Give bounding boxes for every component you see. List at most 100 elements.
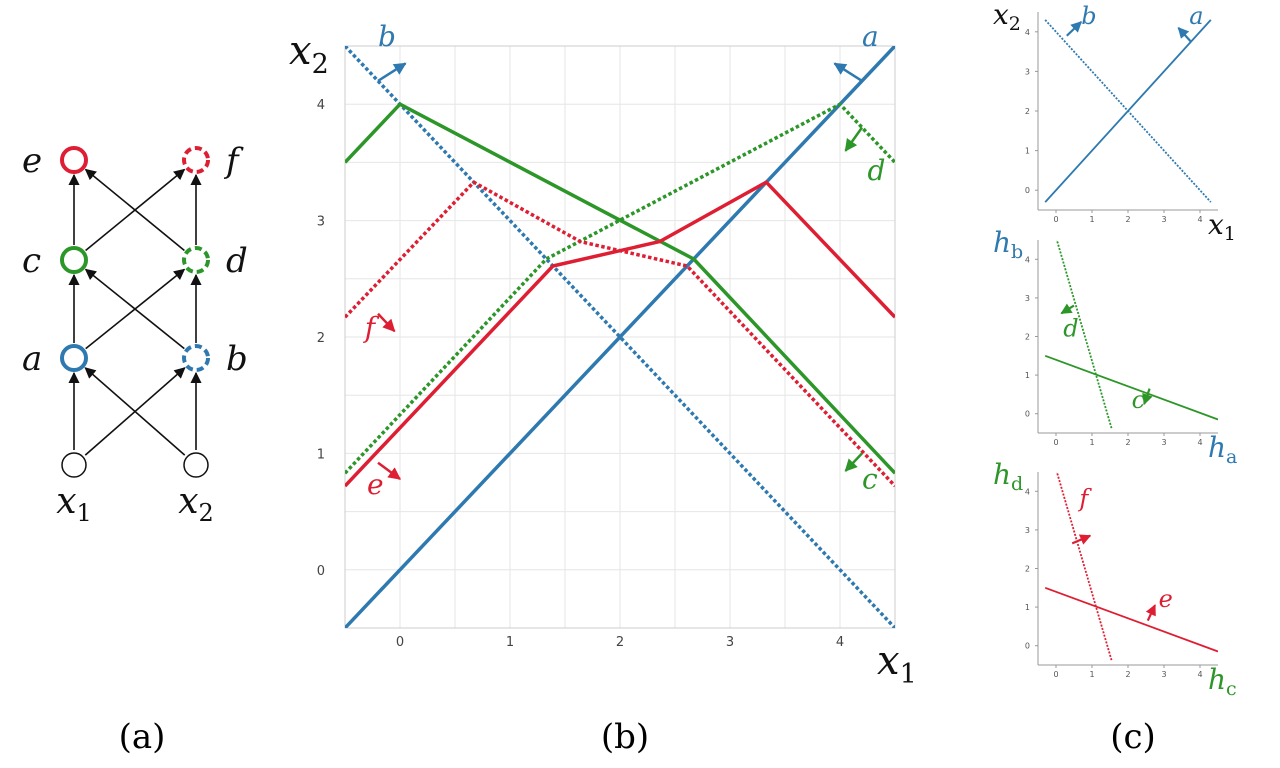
node-label-b: b: [226, 339, 248, 379]
x-axis-label: x1: [877, 638, 917, 690]
y-tick-label: 0: [1025, 186, 1030, 195]
line-d: [345, 102, 895, 475]
normal-arrow: [377, 461, 402, 481]
caption-b: (b): [601, 717, 649, 757]
node-label-a: a: [22, 339, 42, 379]
node-c: [60, 246, 88, 274]
line-d: [1055, 240, 1113, 430]
x-tick-label: 0: [1053, 670, 1058, 679]
x-tick-label: 4: [836, 635, 844, 650]
subplot-1: 0 1 2 3 4 0 1 2 3 4 x1 x2 b a: [993, 0, 1236, 245]
caption-c: (c): [1110, 717, 1156, 757]
x-tick-label: 3: [1161, 215, 1166, 224]
line-label-a: a: [1189, 2, 1203, 30]
line-label-d: d: [868, 154, 886, 187]
line-label-c: c: [1132, 386, 1145, 414]
node-label-c: c: [22, 241, 41, 281]
normal-arrow: [377, 312, 396, 333]
subplot-3: 0 1 2 3 4 0 1 2 3 4 hc hd f e: [993, 458, 1237, 700]
line-label-f: f: [1077, 485, 1092, 513]
normal-arrow: [1145, 604, 1156, 622]
line-f: [1055, 472, 1113, 662]
y-tick-label: 4: [1025, 487, 1030, 496]
edge-d-to-e: [84, 168, 185, 252]
edge-x2-to-a: [84, 367, 186, 456]
y-tick-label: 4: [317, 98, 325, 113]
line-b: [1044, 19, 1212, 203]
y-tick-label: 0: [317, 564, 325, 579]
y-tick-label: 2: [1025, 565, 1030, 574]
normal-arrow: [844, 126, 864, 152]
line-label-a: a: [862, 20, 879, 53]
subplot-2: 0 1 2 3 4 0 1 2 3 4 ha hb d c: [993, 226, 1237, 468]
line-label-b: b: [378, 20, 396, 53]
normal-arrow: [377, 62, 407, 82]
x-tick-label: 0: [396, 635, 404, 650]
node-a: [60, 344, 88, 372]
y-axis-label: x2: [289, 28, 329, 80]
x-tick-label: 1: [506, 635, 514, 650]
caption-a: (a): [119, 717, 166, 757]
y-tick-label: 0: [1025, 642, 1030, 651]
normal-arrow: [844, 452, 863, 472]
x-tick-label: 4: [1197, 215, 1202, 224]
y-tick-label: 4: [1025, 28, 1030, 37]
x-tick-label: 3: [726, 635, 734, 650]
y-axis-label: hb: [993, 226, 1023, 263]
node-f: [182, 146, 210, 174]
y-tick-label: 1: [1025, 147, 1030, 156]
node-label-f: f: [223, 141, 244, 181]
line-label-e: e: [367, 468, 384, 501]
line-b: [345, 46, 895, 628]
panel-b-plot: 0 1 2 3 4 0 1 2 3 4 x1 x2 a b c d e f: [289, 20, 917, 690]
x-tick-label: 1: [1089, 215, 1094, 224]
normal-arrow: [1142, 388, 1153, 406]
normal-arrow: [1071, 534, 1092, 545]
node-b: [182, 344, 210, 372]
normal-arrow: [1060, 303, 1075, 315]
x-tick-label: 1: [1089, 438, 1094, 447]
y-tick-label: 2: [1025, 333, 1030, 342]
x-tick-label: 0: [1053, 438, 1058, 447]
y-tick-label: 1: [317, 447, 325, 462]
lines-group: [1044, 472, 1218, 662]
panel-a-network: e f c d a b x1 x2: [22, 141, 248, 527]
normal-arrow: [1177, 27, 1192, 43]
x-tick-label: 1: [1089, 670, 1094, 679]
y-tick-label: 1: [1025, 603, 1030, 612]
x-tick-label: 3: [1161, 438, 1166, 447]
line-label-c: c: [862, 462, 878, 495]
line-f: [345, 180, 895, 488]
x-tick-label: 0: [1053, 215, 1058, 224]
line-label-b: b: [1081, 2, 1096, 30]
plot-frame: [344, 45, 896, 629]
node-d: [182, 246, 210, 274]
node-x1: [61, 452, 87, 478]
y-tick-label: 0: [1025, 410, 1030, 419]
x-tick-label: 2: [1125, 438, 1130, 447]
x-tick-label: 2: [1125, 215, 1130, 224]
panel-c-plots: 0 1 2 3 4 0 1 2 3 4 x1 x2 b a 0 1 2 3 4 0 1 2 3 4 ha hb d c 0 1 2 3 4 0 1 2…: [993, 0, 1237, 700]
y-tick-label: 2: [1025, 107, 1030, 116]
node-x2: [183, 452, 209, 478]
node-label-x1: x1: [56, 481, 92, 527]
x-tick-label: 4: [1197, 438, 1202, 447]
y-axis-label: x2: [993, 0, 1021, 35]
y-tick-label: 1: [1025, 371, 1030, 380]
node-label-x2: x2: [178, 481, 214, 527]
line-label-f: f: [363, 311, 380, 344]
y-axis-label: hd: [993, 458, 1023, 495]
line-e: [1044, 586, 1218, 653]
line-label-e: e: [1159, 585, 1173, 613]
y-tick-label: 4: [1025, 255, 1030, 264]
x-tick-label: 4: [1197, 670, 1202, 679]
lines-group: [1044, 19, 1212, 203]
y-tick-label: 3: [1025, 294, 1030, 303]
lines-group: [1044, 240, 1218, 430]
normal-arrow: [1066, 21, 1082, 37]
x-axis-label: x1: [1208, 208, 1236, 245]
lines-group: [345, 46, 895, 628]
y-tick-label: 3: [1025, 67, 1030, 76]
line-c: [1044, 354, 1218, 421]
